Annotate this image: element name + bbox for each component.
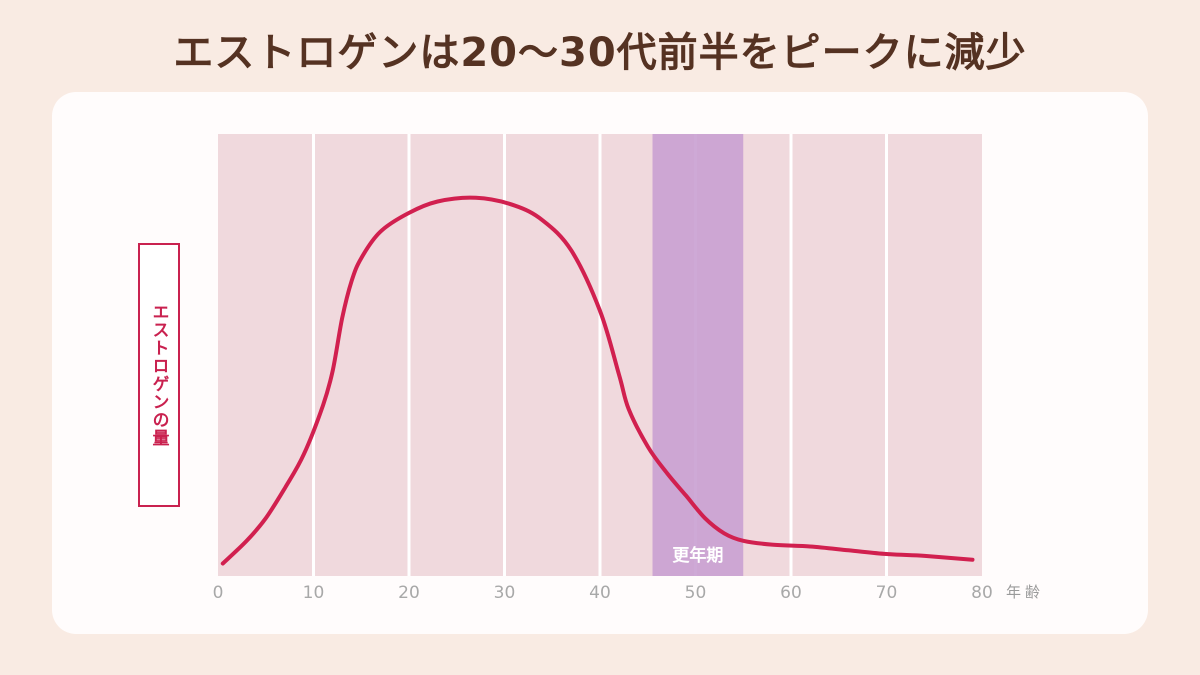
x-tick-label-30: 30 (494, 583, 516, 603)
x-tick-label-80: 80 (971, 583, 993, 603)
x-tick-label-20: 20 (398, 583, 420, 603)
x-tick-label-50: 50 (685, 583, 707, 603)
y-axis-label: エストロゲンの量 (148, 303, 169, 447)
estrogen-curve (220, 195, 975, 566)
menopause-band (652, 134, 744, 576)
y-axis-label-box: エストロゲンの量 (138, 243, 180, 507)
x-tick-label-40: 40 (589, 583, 611, 603)
page-title: エストロゲンは20〜30代前半をピークに減少 (173, 30, 1027, 76)
x-tick-label-0: 0 (213, 583, 224, 603)
menopause-label: 更年期 (672, 545, 723, 566)
x-tick-label-60: 60 (780, 583, 802, 603)
x-tick-label-70: 70 (876, 583, 898, 603)
x-axis-label: 年齢 (1006, 583, 1044, 601)
x-tick-labels: 0 10 20 30 40 50 60 70 80 (213, 583, 993, 603)
x-tick-label-10: 10 (303, 583, 325, 603)
